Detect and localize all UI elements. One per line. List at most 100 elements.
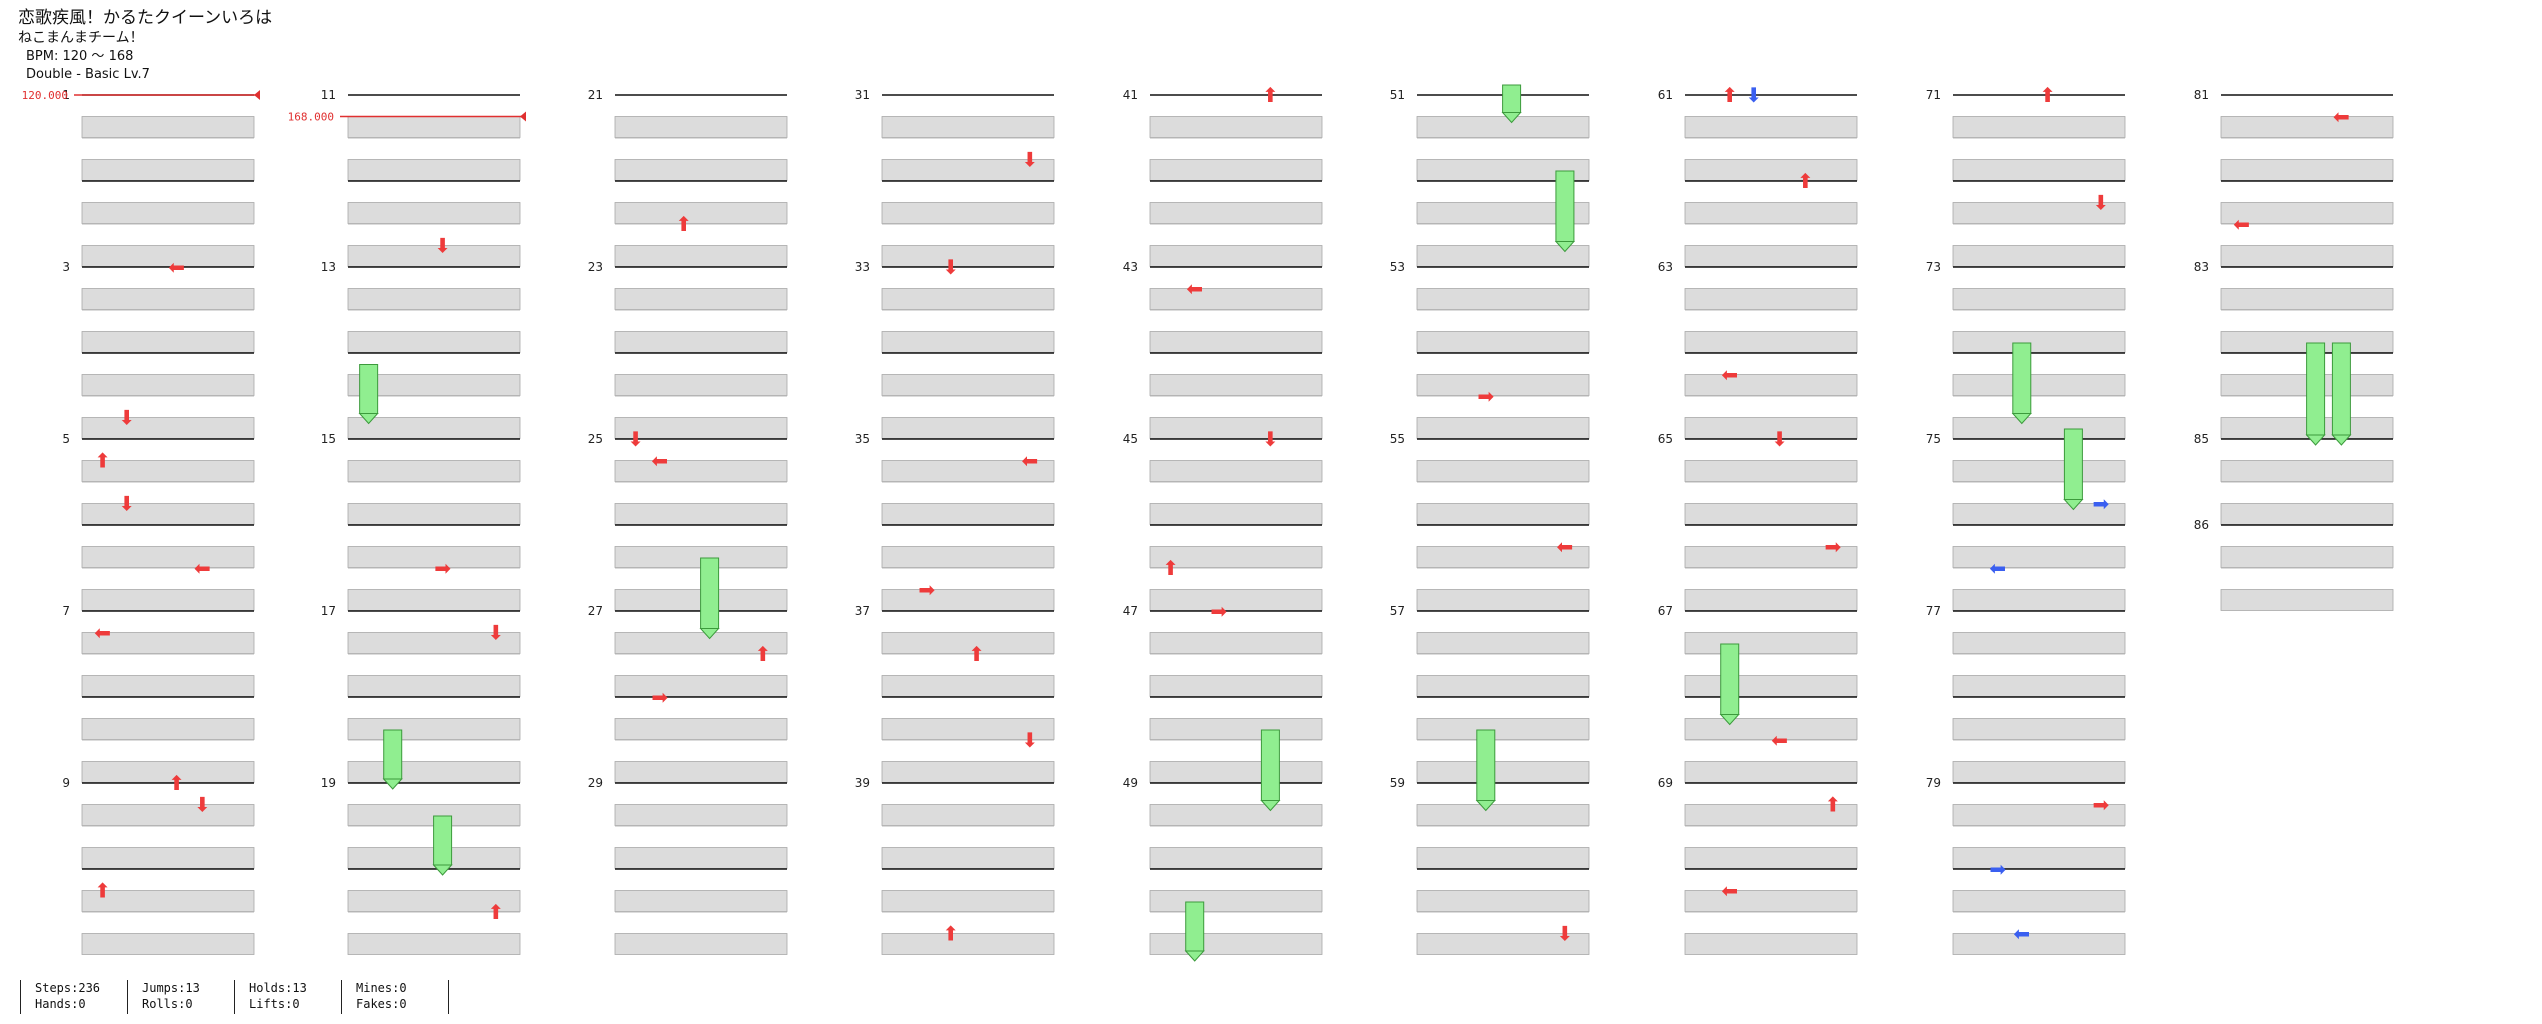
hold-tail xyxy=(2011,413,2032,425)
step-arrow: ⬆ xyxy=(1262,83,1279,107)
hold-body xyxy=(2331,342,2351,436)
beat-band xyxy=(1149,245,1323,267)
step-arrow: ⬆ xyxy=(942,922,959,946)
measure-number: 86 xyxy=(2194,518,2209,532)
beat-band xyxy=(2220,503,2394,525)
stat-mines: Mines:0 xyxy=(356,981,407,995)
beat-band xyxy=(1952,632,2126,654)
step-arrow: ⬅ xyxy=(1557,535,1574,559)
step-arrow: ⬇ xyxy=(1745,83,1762,107)
measure-number: 13 xyxy=(321,260,336,274)
beat-band xyxy=(1952,460,2126,482)
beat-band xyxy=(1149,632,1323,654)
beat-band xyxy=(81,589,255,611)
beat-band xyxy=(1149,890,1323,912)
beat-band xyxy=(881,288,1055,310)
beat-band xyxy=(881,589,1055,611)
beat-band xyxy=(881,245,1055,267)
stat-group-jumps: Jumps:13 Rolls:0 xyxy=(127,980,234,1014)
measure-number: 59 xyxy=(1390,776,1405,790)
beat-band xyxy=(347,675,521,697)
measure-number: 35 xyxy=(855,432,870,446)
beat-band xyxy=(1149,589,1323,611)
beat-band xyxy=(347,331,521,353)
measure-number: 25 xyxy=(588,432,603,446)
beat-band xyxy=(1149,374,1323,396)
beat-band xyxy=(614,933,788,955)
measure-number: 1 xyxy=(62,88,70,102)
beat-band xyxy=(1684,202,1858,224)
measure-number: 65 xyxy=(1658,432,1673,446)
beat-band xyxy=(1952,159,2126,181)
measure-number: 63 xyxy=(1658,260,1673,274)
step-arrow: ⬅ xyxy=(1771,728,1788,752)
beat-band xyxy=(614,804,788,826)
beat-band xyxy=(1149,417,1323,439)
beat-band xyxy=(614,761,788,783)
beat-band xyxy=(1416,460,1590,482)
beat-band xyxy=(614,288,788,310)
beat-band xyxy=(1684,761,1858,783)
beat-band xyxy=(1952,417,2126,439)
beat-band xyxy=(1684,116,1858,138)
measure-number: 79 xyxy=(1926,776,1941,790)
beat-band xyxy=(1149,804,1323,826)
step-arrow: ⬇ xyxy=(118,406,135,430)
beat-band xyxy=(1684,589,1858,611)
measure-number: 49 xyxy=(1123,776,1138,790)
song-difficulty: Double - Basic Lv.7 xyxy=(26,67,150,82)
step-arrow: ⬅ xyxy=(1721,363,1738,387)
beat-band xyxy=(1684,288,1858,310)
beat-band xyxy=(881,202,1055,224)
beat-band xyxy=(1149,675,1323,697)
beat-band xyxy=(347,460,521,482)
step-arrow: ⬆ xyxy=(755,642,772,666)
beat-band xyxy=(1684,374,1858,396)
beat-band xyxy=(881,417,1055,439)
beat-band xyxy=(1952,761,2126,783)
measure-number: 71 xyxy=(1926,88,1941,102)
step-arrow: ⬆ xyxy=(94,449,111,473)
measure-number: 67 xyxy=(1658,604,1673,618)
beat-band xyxy=(81,288,255,310)
step-arrow: ➡ xyxy=(651,685,668,709)
beat-band xyxy=(881,116,1055,138)
bpm-label: 168.000 xyxy=(288,111,334,124)
beat-band xyxy=(1416,675,1590,697)
beat-band xyxy=(614,675,788,697)
step-arrow: ⬇ xyxy=(118,492,135,516)
step-arrow: ⬇ xyxy=(1262,427,1279,451)
hold-body xyxy=(359,364,379,414)
step-arrow: ⬇ xyxy=(194,793,211,817)
beat-band xyxy=(1149,460,1323,482)
step-arrow: ⬆ xyxy=(94,879,111,903)
beat-band xyxy=(1952,288,2126,310)
beat-band xyxy=(1952,589,2126,611)
step-arrow: ⬆ xyxy=(168,771,185,795)
step-arrow: ⬇ xyxy=(434,234,451,258)
measure-number: 29 xyxy=(588,776,603,790)
beat-band xyxy=(1952,718,2126,740)
hold-body xyxy=(1476,729,1496,801)
hold-tail xyxy=(1475,800,1496,812)
beat-band xyxy=(81,804,255,826)
beat-band xyxy=(81,847,255,869)
beat-band xyxy=(1684,245,1858,267)
beat-band xyxy=(881,804,1055,826)
step-arrow: ➡ xyxy=(1825,535,1842,559)
beat-band xyxy=(347,503,521,525)
beat-band xyxy=(614,331,788,353)
beat-band xyxy=(1952,374,2126,396)
step-arrow: ➡ xyxy=(1477,384,1494,408)
step-arrow: ⬅ xyxy=(1186,277,1203,301)
step-arrow: ⬆ xyxy=(1825,793,1842,817)
beat-band xyxy=(81,933,255,955)
stat-group-holds: Holds:13 Lifts:0 xyxy=(234,980,341,1014)
beat-band xyxy=(2220,460,2394,482)
hold-body xyxy=(1185,901,1205,952)
beat-band xyxy=(1416,847,1590,869)
measure-number: 43 xyxy=(1123,260,1138,274)
beat-band xyxy=(2220,589,2394,611)
stat-steps: Steps:236 xyxy=(35,981,101,995)
beat-band xyxy=(1952,116,2126,138)
